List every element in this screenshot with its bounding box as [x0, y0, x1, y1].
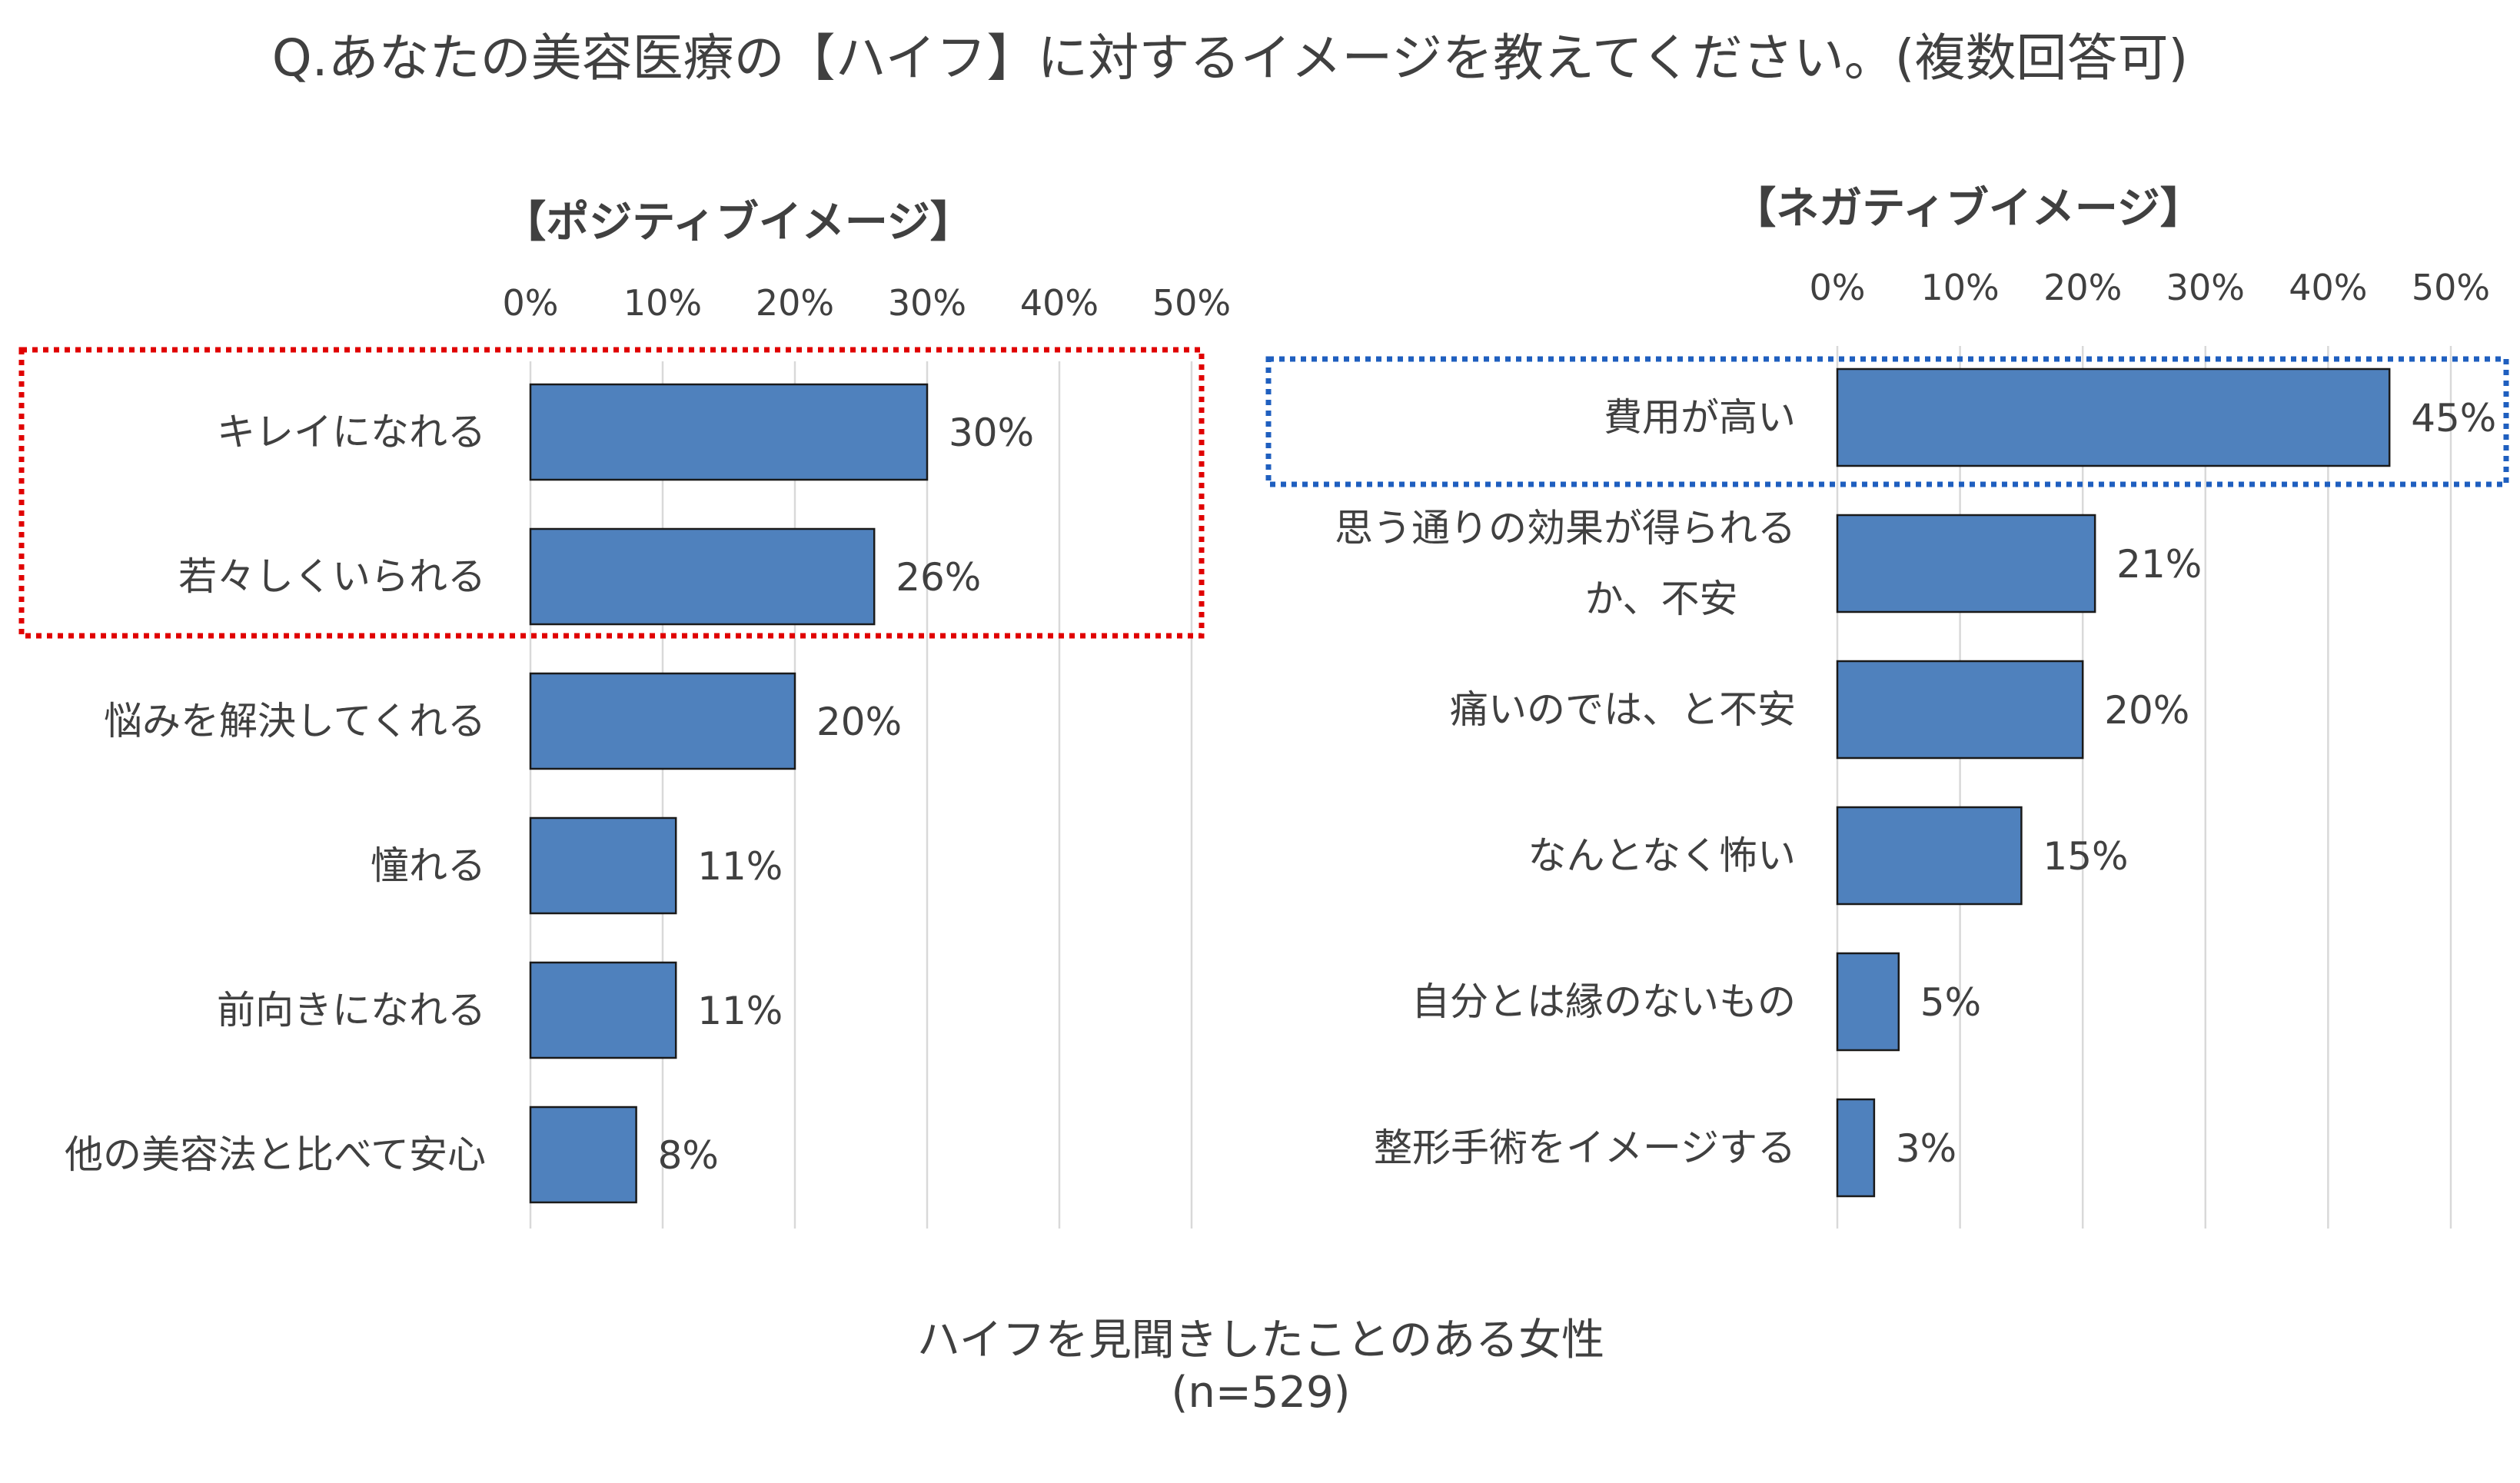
category-label-line: 前向きになれる — [217, 988, 486, 1032]
x-tick-label: 50% — [2412, 267, 2490, 308]
category-label-line: 思う通りの効果が得られる — [1335, 506, 1796, 550]
data-label: 30% — [949, 411, 1034, 455]
x-tick-label: 30% — [888, 282, 966, 324]
category-label: 整形手術をイメージする — [1374, 1126, 1796, 1170]
category-label-line: 整形手術をイメージする — [1374, 1126, 1796, 1170]
chart-title: Q.あなたの美容医療の【ハイフ】に対するイメージを教えてください。(複数回答可) — [272, 28, 2189, 88]
category-label-line: か、不安 — [1585, 577, 1738, 621]
data-label: 26% — [896, 555, 981, 600]
data-label: 5% — [1920, 980, 1981, 1025]
respondent-label: ハイフを見聞きしたことのある女性 — [917, 1315, 1604, 1365]
category-label-line: 他の美容法と比べて安心 — [65, 1132, 486, 1177]
category-label-line: 自分とは縁のないもの — [1411, 979, 1796, 1024]
data-label: 8% — [658, 1133, 719, 1178]
x-tick-label: 30% — [2166, 267, 2245, 308]
x-tick-label: 50% — [1152, 282, 1231, 324]
highlight-box — [1265, 356, 2509, 487]
category-label: なんとなく怖い — [1528, 833, 1797, 878]
category-label-line: キレイになれる — [217, 410, 486, 454]
x-tick-label: 20% — [2043, 267, 2122, 308]
bar — [529, 816, 677, 915]
negative-image-chart: 【ネガティブイメージ】 0% 10% 20% 30% 40% 50% 費用が高い 45% 思う通り… — [1265, 184, 2509, 1229]
bar — [1836, 806, 2023, 906]
category-label: 前向きになれる — [217, 988, 486, 1032]
category-label-line: 悩みを解決してくれる — [104, 699, 486, 743]
chart-subtitle: 【ポジティブイメージ】 — [503, 198, 973, 248]
category-label: 他の美容法と比べて安心 — [65, 1132, 486, 1177]
bar — [529, 527, 876, 626]
bar — [1836, 514, 2096, 613]
category-label: 痛いのでは、と不安 — [1450, 687, 1796, 732]
bar — [1836, 367, 2391, 467]
x-tick-label: 40% — [1020, 282, 1099, 324]
data-label: 20% — [2104, 688, 2189, 733]
bar — [529, 383, 929, 481]
data-label: 20% — [816, 700, 902, 744]
bar — [1836, 660, 2084, 760]
data-label: 45% — [2411, 396, 2496, 441]
category-label: キレイになれる — [217, 410, 486, 454]
data-label: 11% — [697, 989, 783, 1033]
x-tick-label: 0% — [1810, 267, 1866, 308]
category-label-line: 痛いのでは、と不安 — [1450, 687, 1796, 732]
bar — [1836, 1098, 1876, 1198]
category-label-line: 費用が高い — [1604, 395, 1796, 440]
highlight-box — [18, 347, 1205, 639]
x-tick-label: 10% — [623, 282, 702, 324]
bar — [1836, 952, 1900, 1052]
bar — [529, 1106, 637, 1204]
chart-subtitle: 【ネガティブイメージ】 — [1733, 184, 2203, 234]
data-label: 15% — [2043, 834, 2128, 879]
x-tick-label: 10% — [1920, 267, 1999, 308]
category-label: 自分とは縁のないもの — [1411, 979, 1796, 1024]
category-label-line: 若々しくいられる — [178, 554, 486, 599]
data-label: 21% — [2116, 542, 2202, 587]
data-label: 3% — [1896, 1126, 1956, 1171]
category-label: 憧れる — [371, 843, 486, 888]
bar — [529, 672, 796, 770]
x-tick-label: 40% — [2289, 267, 2367, 308]
x-tick-label: 0% — [503, 282, 559, 324]
bar — [529, 961, 677, 1059]
category-label-line: 憧れる — [371, 843, 486, 888]
category-label: 費用が高い — [1604, 395, 1796, 440]
sample-size-label: (n=529) — [1172, 1368, 1351, 1418]
category-label-line: なんとなく怖い — [1528, 833, 1797, 878]
x-tick-label: 20% — [756, 282, 834, 324]
positive-image-chart: 【ポジティブイメージ】 0% 10% 20% 30% 40% 50% キレイになれる 30% 若々… — [18, 198, 1231, 1229]
category-label: 悩みを解決してくれる — [104, 699, 486, 743]
category-label: 思う通りの効果が得られるか、不安 — [1335, 506, 1796, 621]
data-label: 11% — [697, 844, 783, 889]
category-label: 若々しくいられる — [178, 554, 486, 599]
